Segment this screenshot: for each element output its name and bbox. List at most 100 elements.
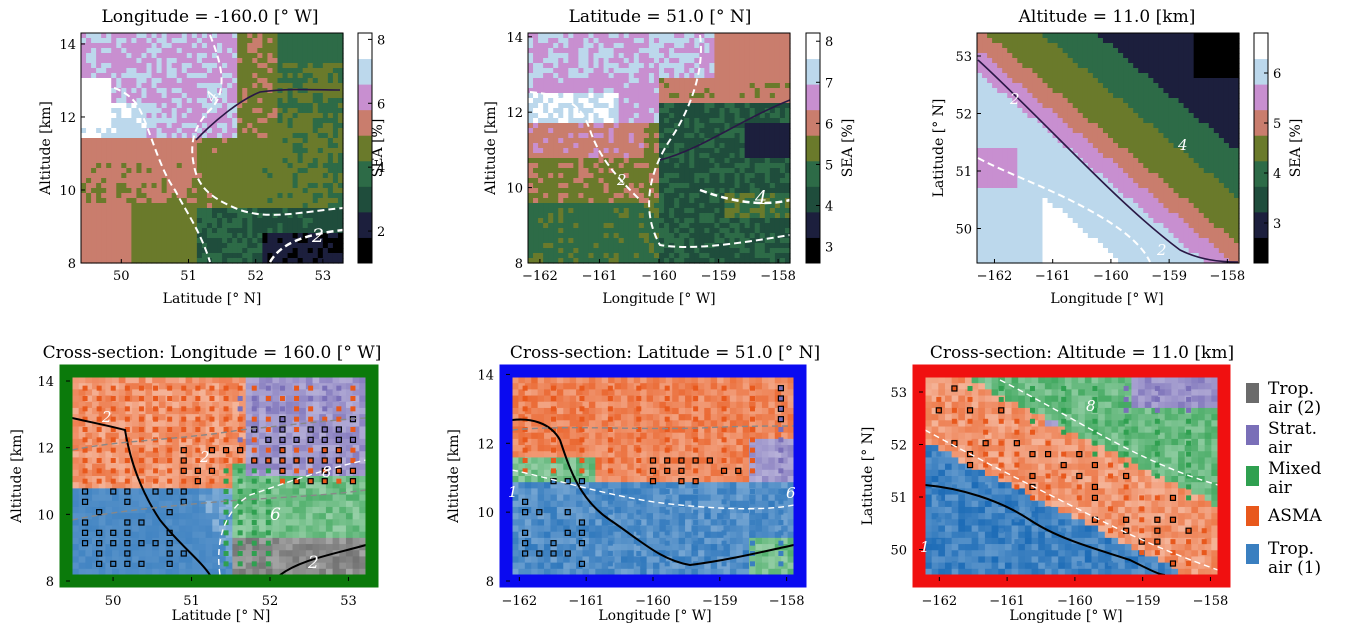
heatmap-cell [709, 183, 716, 189]
heatmap-cell [679, 238, 685, 244]
heatmap-cell [628, 103, 635, 109]
heatmap-cell [779, 213, 786, 219]
heatmap-cell [86, 63, 92, 69]
heatmap-cell [1113, 38, 1119, 44]
heatmap-cell [227, 193, 233, 199]
heatmap-cell [608, 163, 615, 169]
heatmap-cell [257, 118, 263, 124]
heatmap-cell [232, 138, 238, 144]
heatmap-cell [734, 213, 741, 219]
heatmap-cell [146, 103, 153, 109]
heatmap-cell [754, 83, 761, 89]
heatmap-cell [583, 183, 590, 189]
heatmap-cell [297, 183, 304, 189]
heatmap-cell [232, 108, 238, 114]
heatmap-cell [136, 38, 143, 44]
heatmap-cell [543, 118, 549, 124]
heatmap-cell [307, 243, 314, 249]
heatmap-cell [568, 108, 574, 114]
heatmap-cell [528, 138, 534, 144]
heatmap-cell [151, 53, 158, 59]
heatmap-cell [729, 38, 736, 44]
heatmap-cell [588, 218, 595, 224]
heatmap-cell [111, 48, 117, 54]
heatmap-cell [784, 248, 791, 254]
heatmap-cell [694, 138, 700, 144]
heatmap-cell [171, 53, 178, 59]
heatmap-cell [568, 198, 574, 204]
heatmap-cell [222, 188, 228, 194]
heatmap-cell [598, 98, 605, 104]
heatmap-cell [734, 138, 741, 144]
heatmap-cell [156, 128, 163, 134]
heatmap-cell [166, 183, 173, 189]
heatmap-cell [528, 233, 534, 239]
heatmap-cell [553, 223, 559, 229]
heatmap-cell [121, 143, 127, 149]
heatmap-cell [217, 218, 223, 224]
heatmap-cell [242, 118, 248, 124]
heatmap-cell [714, 93, 721, 99]
heatmap-cell [151, 183, 158, 189]
heatmap-cell [669, 43, 675, 49]
heatmap-cell [277, 58, 284, 64]
heatmap-cell [227, 143, 233, 149]
heatmap-cell [262, 128, 269, 134]
contour-label: 2 [93, 76, 104, 94]
heatmap-cell [583, 123, 590, 129]
heatmap-cell [232, 63, 238, 69]
heatmap-cell [252, 213, 258, 219]
heatmap-cell [704, 58, 710, 64]
heatmap-cell [302, 153, 309, 159]
heatmap-cell [151, 143, 158, 149]
heatmap-cell [724, 143, 731, 149]
heatmap-cell [568, 58, 574, 64]
heatmap-cell [653, 178, 660, 184]
heatmap-cell [563, 178, 569, 184]
heatmap-cell [558, 233, 564, 239]
heatmap-cell [573, 173, 579, 179]
heatmap-cell [558, 123, 564, 129]
heatmap-cell [779, 158, 786, 164]
heatmap-cell [638, 248, 645, 254]
heatmap-cell [724, 158, 731, 164]
heatmap-cell [729, 248, 736, 254]
heatmap-cell [543, 113, 549, 119]
heatmap-cell [332, 163, 339, 169]
heatmap-cell [227, 83, 233, 89]
heatmap-cell [141, 203, 148, 209]
heatmap-cell [191, 228, 198, 234]
heatmap-cell [282, 138, 289, 144]
heatmap-cell [86, 33, 92, 39]
heatmap-cell [307, 33, 314, 39]
heatmap-cell [623, 83, 630, 89]
heatmap-cell [322, 78, 329, 84]
heatmap-cell [578, 133, 585, 139]
heatmap-cell [603, 113, 610, 119]
heatmap-cell [543, 128, 549, 134]
heatmap-cell [126, 58, 132, 64]
heatmap-cell [563, 113, 569, 119]
heatmap-cell [739, 38, 746, 44]
heatmap-cell [171, 248, 178, 254]
heatmap-cell [729, 203, 736, 209]
heatmap-cell [217, 188, 223, 194]
heatmap-cell [196, 78, 203, 84]
heatmap-cell [302, 78, 309, 84]
heatmap-cell [307, 98, 314, 104]
heatmap-cell [729, 93, 736, 99]
heatmap-cell [633, 168, 640, 174]
heatmap-cell [653, 48, 660, 54]
heatmap-cell [161, 178, 168, 184]
heatmap-cell [694, 173, 700, 179]
heatmap-cell [86, 133, 92, 139]
heatmap-cell [679, 213, 685, 219]
heatmap-cell [779, 163, 786, 169]
heatmap-cell [151, 193, 158, 199]
heatmap-cell [659, 163, 665, 169]
heatmap-cell [166, 193, 173, 199]
heatmap-cell [699, 253, 705, 259]
heatmap-cell [171, 118, 178, 124]
heatmap-cell [141, 168, 148, 174]
heatmap-cell [699, 133, 705, 139]
